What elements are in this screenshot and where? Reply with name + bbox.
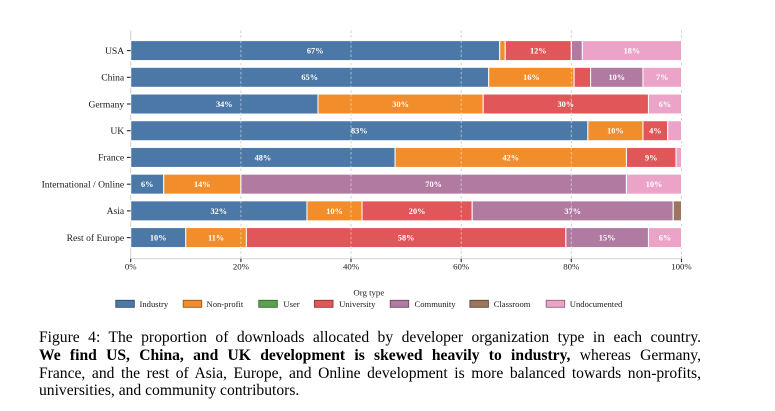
svg-text:80%: 80% bbox=[563, 261, 580, 271]
svg-text:34%: 34% bbox=[216, 100, 233, 109]
svg-text:USA: USA bbox=[105, 46, 124, 57]
svg-text:20%: 20% bbox=[409, 207, 426, 216]
svg-text:10%: 10% bbox=[607, 127, 624, 136]
svg-text:Classroom: Classroom bbox=[494, 299, 531, 309]
svg-text:10%: 10% bbox=[326, 207, 343, 216]
svg-text:Rest of Europe: Rest of Europe bbox=[67, 233, 125, 244]
svg-text:University: University bbox=[339, 299, 376, 309]
svg-text:100%: 100% bbox=[671, 261, 692, 271]
svg-text:10%: 10% bbox=[150, 234, 167, 243]
svg-text:65%: 65% bbox=[301, 73, 318, 82]
svg-text:18%: 18% bbox=[624, 47, 641, 56]
svg-text:40%: 40% bbox=[343, 261, 360, 271]
svg-text:83%: 83% bbox=[351, 127, 368, 136]
svg-text:Industry: Industry bbox=[140, 299, 169, 309]
svg-text:10%: 10% bbox=[646, 180, 663, 189]
svg-text:37%: 37% bbox=[564, 207, 581, 216]
svg-text:UK: UK bbox=[110, 126, 124, 137]
svg-text:Germany: Germany bbox=[88, 99, 124, 110]
svg-text:China: China bbox=[101, 73, 125, 84]
svg-text:0%: 0% bbox=[125, 261, 137, 271]
svg-text:9%: 9% bbox=[645, 153, 657, 162]
svg-text:16%: 16% bbox=[523, 73, 540, 82]
svg-text:4%: 4% bbox=[649, 127, 661, 136]
svg-text:30%: 30% bbox=[558, 100, 575, 109]
svg-text:Asia: Asia bbox=[107, 206, 125, 217]
svg-text:48%: 48% bbox=[255, 153, 272, 162]
svg-text:Undocumented: Undocumented bbox=[570, 299, 623, 309]
svg-text:7%: 7% bbox=[656, 73, 668, 82]
svg-text:User: User bbox=[283, 299, 299, 309]
svg-text:10%: 10% bbox=[609, 73, 626, 82]
svg-text:14%: 14% bbox=[194, 180, 211, 189]
svg-text:Non-profit: Non-profit bbox=[207, 299, 244, 309]
svg-text:France: France bbox=[98, 153, 124, 164]
svg-text:30%: 30% bbox=[392, 100, 409, 109]
svg-text:6%: 6% bbox=[659, 234, 671, 243]
svg-text:42%: 42% bbox=[503, 153, 520, 162]
svg-text:67%: 67% bbox=[307, 47, 324, 56]
svg-text:11%: 11% bbox=[208, 234, 224, 243]
svg-text:12%: 12% bbox=[530, 47, 547, 56]
svg-text:70%: 70% bbox=[425, 180, 442, 189]
svg-text:6%: 6% bbox=[141, 180, 153, 189]
svg-text:6%: 6% bbox=[659, 100, 671, 109]
svg-text:20%: 20% bbox=[233, 261, 250, 271]
svg-text:Community: Community bbox=[415, 299, 457, 309]
svg-text:International / Online: International / Online bbox=[42, 180, 125, 191]
svg-text:Org type: Org type bbox=[353, 288, 384, 298]
svg-text:60%: 60% bbox=[453, 261, 470, 271]
svg-text:32%: 32% bbox=[211, 207, 228, 216]
svg-text:58%: 58% bbox=[398, 234, 415, 243]
svg-text:15%: 15% bbox=[599, 234, 616, 243]
